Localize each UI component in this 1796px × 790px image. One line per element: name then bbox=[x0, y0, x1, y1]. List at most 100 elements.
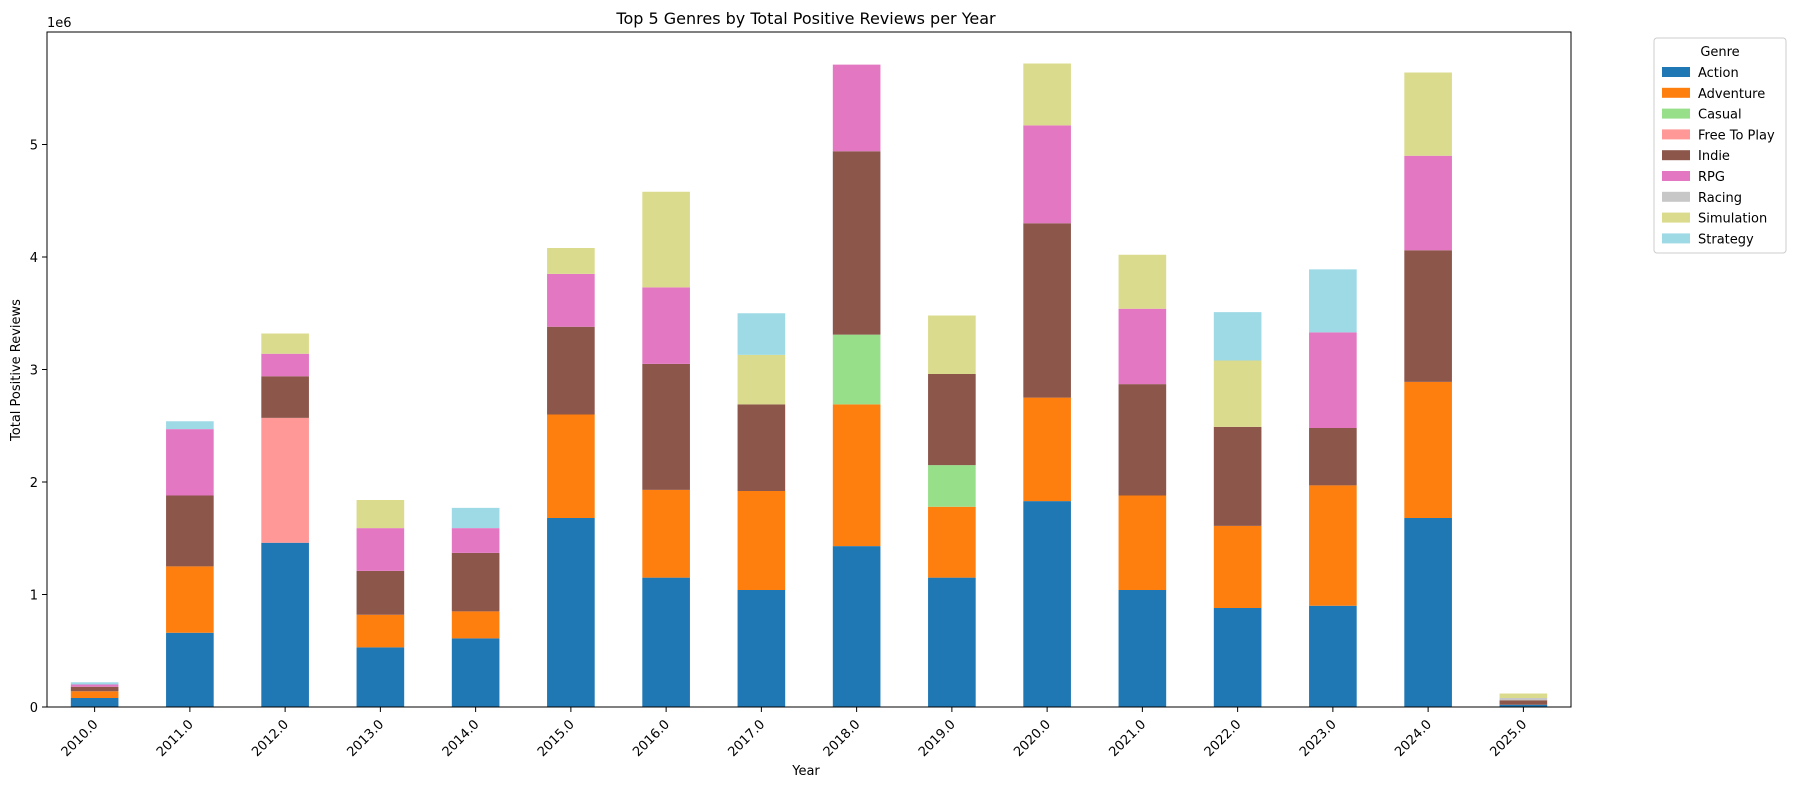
plot-frame bbox=[46, 31, 1572, 708]
bar-action-2015-0 bbox=[547, 518, 595, 707]
bar-indie-2023-0 bbox=[1309, 428, 1357, 486]
bar-adventure-2014-0 bbox=[451, 611, 500, 639]
x-tick-label: 2020.0 bbox=[1011, 717, 1054, 760]
x-tick-label: 2025.0 bbox=[1487, 717, 1530, 760]
x-tick-label: 2017.0 bbox=[725, 717, 768, 760]
bar-rpg-2011-0 bbox=[166, 429, 214, 496]
bar-indie-2011-0 bbox=[166, 495, 214, 567]
bar-action-2023-0 bbox=[1309, 605, 1357, 707]
bar-simulation-2017-0 bbox=[737, 354, 786, 405]
y-tick-label: 2 bbox=[30, 476, 38, 491]
x-tick-label: 2024.0 bbox=[1392, 717, 1435, 760]
bar-rpg-2018-0 bbox=[832, 64, 881, 152]
bar-action-2021-0 bbox=[1118, 590, 1167, 707]
bar-action-2016-0 bbox=[642, 577, 690, 707]
legend-label-adventure: Adventure bbox=[1698, 87, 1765, 102]
bar-strategy-2022-0 bbox=[1213, 312, 1262, 361]
x-tick-label: 2012.0 bbox=[249, 717, 292, 760]
legend-swatch-adventure bbox=[1662, 87, 1690, 98]
bar-action-2018-0 bbox=[832, 546, 881, 707]
bar-simulation-2024-0 bbox=[1404, 72, 1452, 156]
bar-indie-2022-0 bbox=[1213, 426, 1262, 526]
bar-action-2019-0 bbox=[928, 577, 976, 707]
legend-title: Genre bbox=[1700, 45, 1739, 60]
legend-swatch-indie bbox=[1662, 150, 1690, 161]
bar-strategy-2023-0 bbox=[1309, 269, 1357, 333]
bar-strategy-2010-0 bbox=[70, 682, 119, 685]
x-tick-label: 2010.0 bbox=[59, 717, 102, 760]
legend-label-free-to-play: Free To Play bbox=[1698, 128, 1775, 143]
bar-adventure-2018-0 bbox=[832, 404, 881, 547]
bar-simulation-2013-0 bbox=[356, 500, 405, 529]
bar-rpg-2012-0 bbox=[261, 353, 309, 377]
bar-casual-2018-0 bbox=[832, 334, 881, 405]
bar-strategy-2014-0 bbox=[451, 507, 500, 529]
bar-indie-2024-0 bbox=[1404, 250, 1452, 382]
bar-rpg-2023-0 bbox=[1309, 332, 1357, 428]
bar-strategy-2011-0 bbox=[166, 421, 214, 430]
y-tick-label: 4 bbox=[30, 251, 38, 266]
y-tick-label: 3 bbox=[30, 364, 38, 379]
bar-strategy-2017-0 bbox=[737, 313, 786, 355]
bar-rpg-2020-0 bbox=[1023, 125, 1071, 224]
bar-indie-2021-0 bbox=[1118, 384, 1167, 496]
x-tick-label: 2013.0 bbox=[344, 717, 387, 760]
bar-indie-2015-0 bbox=[547, 326, 595, 415]
bar-indie-2018-0 bbox=[832, 151, 881, 335]
x-tick-label: 2019.0 bbox=[916, 717, 959, 760]
legend-swatch-racing bbox=[1662, 191, 1690, 202]
legend-label-casual: Casual bbox=[1698, 108, 1742, 123]
bar-simulation-2016-0 bbox=[642, 191, 690, 288]
legend-label-indie: Indie bbox=[1698, 149, 1730, 164]
legend-label-simulation: Simulation bbox=[1698, 212, 1767, 227]
bar-simulation-2022-0 bbox=[1213, 360, 1262, 427]
bar-rpg-2013-0 bbox=[356, 528, 405, 571]
bar-action-2011-0 bbox=[166, 632, 214, 707]
bar-action-2013-0 bbox=[356, 647, 405, 707]
chart-title: Top 5 Genres by Total Positive Reviews p… bbox=[615, 9, 996, 28]
legend-swatch-free-to-play bbox=[1662, 129, 1690, 140]
legend-label-racing: Racing bbox=[1698, 191, 1742, 206]
bar-rpg-2024-0 bbox=[1404, 155, 1452, 251]
y-axis-scale-label: 1e6 bbox=[47, 16, 72, 31]
bar-adventure-2011-0 bbox=[166, 566, 214, 633]
bar-simulation-2015-0 bbox=[547, 248, 595, 274]
legend-label-strategy: Strategy bbox=[1698, 232, 1754, 247]
bar-rpg-2015-0 bbox=[547, 273, 595, 327]
bar-indie-2016-0 bbox=[642, 363, 690, 490]
bar-action-2020-0 bbox=[1023, 501, 1071, 707]
x-tick-label: 2018.0 bbox=[821, 717, 864, 760]
bar-adventure-2015-0 bbox=[547, 414, 595, 518]
legend-swatch-simulation bbox=[1662, 212, 1690, 223]
bar-adventure-2024-0 bbox=[1404, 381, 1452, 518]
bar-simulation-2021-0 bbox=[1118, 254, 1167, 309]
bar-action-2012-0 bbox=[261, 542, 309, 707]
legend-swatch-action bbox=[1662, 67, 1690, 77]
x-tick-label: 2015.0 bbox=[535, 717, 578, 760]
bar-indie-2020-0 bbox=[1023, 223, 1071, 398]
x-tick-label: 2022.0 bbox=[1202, 717, 1245, 760]
bar-casual-2019-0 bbox=[928, 465, 976, 507]
bar-racing-2025-0 bbox=[1499, 698, 1548, 701]
bar-indie-2013-0 bbox=[356, 570, 405, 615]
legend-swatch-rpg bbox=[1662, 171, 1690, 181]
bar-simulation-2012-0 bbox=[261, 333, 309, 354]
bar-indie-2014-0 bbox=[451, 552, 500, 612]
bar-adventure-2019-0 bbox=[928, 506, 976, 578]
bar-rpg-2016-0 bbox=[642, 287, 690, 364]
bar-adventure-2017-0 bbox=[737, 491, 786, 590]
bar-adventure-2021-0 bbox=[1118, 495, 1167, 590]
bar-rpg-2014-0 bbox=[451, 528, 500, 553]
bar-adventure-2023-0 bbox=[1309, 485, 1357, 606]
x-tick-label: 2021.0 bbox=[1106, 717, 1149, 760]
bar-indie-2025-0 bbox=[1499, 700, 1548, 705]
x-tick-label: 2014.0 bbox=[440, 717, 483, 760]
bar-free-to-play-2012-0 bbox=[261, 417, 309, 543]
legend-label-action: Action bbox=[1698, 66, 1739, 81]
y-axis-label: Total Positive Reviews bbox=[9, 299, 24, 442]
bar-simulation-2019-0 bbox=[928, 315, 976, 374]
bar-action-2014-0 bbox=[451, 638, 500, 707]
y-tick-label: 0 bbox=[30, 701, 38, 716]
bar-indie-2019-0 bbox=[928, 374, 976, 466]
bar-rpg-2021-0 bbox=[1118, 308, 1167, 385]
